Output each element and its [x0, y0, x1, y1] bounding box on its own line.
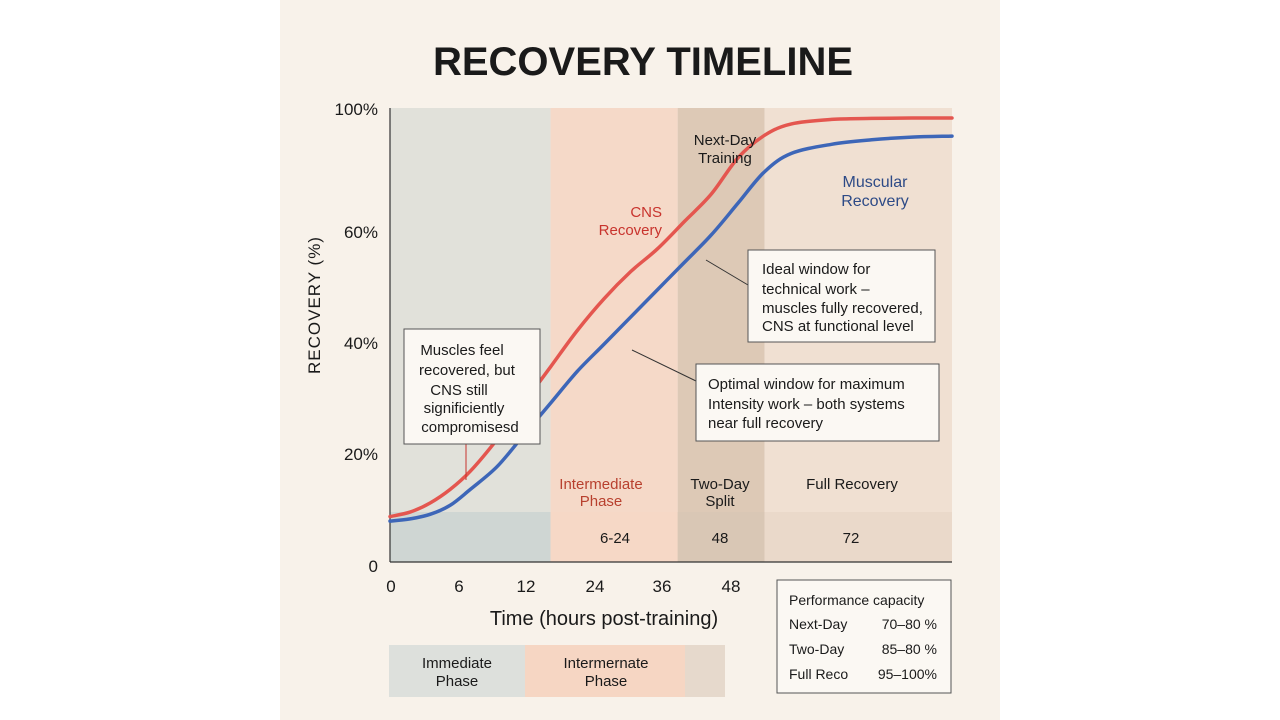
chart-title: RECOVERY TIMELINE — [433, 40, 853, 84]
legend-intermediate-line-1: Intermernate — [563, 655, 648, 672]
y-tick-0: 0 — [369, 557, 378, 576]
annotation-3-line-3: near full recovery — [708, 415, 824, 432]
y-tick-60: 60% — [344, 223, 378, 242]
intermediate-phase-label-1: Intermediate — [559, 476, 642, 493]
muscular-label-line-2: Recovery — [841, 193, 909, 210]
annotation-1-line-4: significiently — [424, 400, 505, 417]
annotation-1-line-1: Muscles feel — [420, 342, 503, 359]
annotation-optimal-window: Optimal window for maximum Intensity wor… — [631, 349, 940, 442]
x-axis-title: Time (hours post-training) — [490, 608, 718, 630]
cns-label-line-1: CNS — [630, 204, 662, 221]
cns-label-line-2: Recovery — [599, 222, 663, 239]
legend-intermediate-line-2: Phase — [585, 673, 628, 690]
y-tick-40: 40% — [344, 334, 378, 353]
annotation-2-line-2: technical work – — [762, 281, 870, 298]
annotation-1-line-3: CNS still — [430, 382, 488, 399]
perf-row-2-label: Two-Day — [789, 641, 844, 657]
x-tick-36: 36 — [653, 577, 672, 596]
legend-intermediate-swatch — [525, 645, 685, 697]
annotation-2-line-3: muscles fully recovered, — [762, 300, 923, 317]
band-value-two-day: 48 — [712, 530, 729, 547]
phase-band-intermediate — [550, 512, 678, 562]
perf-row-2-value: 85–80 % — [882, 641, 937, 657]
two-day-label-2: Split — [705, 493, 735, 510]
y-tick-20: 20% — [344, 445, 378, 464]
perf-row-1-label: Next-Day — [789, 616, 847, 632]
phase-legend: Immediate Phase Intermernate Phase — [389, 645, 725, 697]
full-recovery-label: Full Recovery — [806, 476, 898, 493]
perf-row-1-value: 70–80 % — [882, 616, 937, 632]
annotation-2-line-1: Ideal window for — [762, 261, 870, 278]
annotation-1-line-2: recovered, but — [419, 362, 516, 379]
perf-row-3-value: 95–100% — [878, 666, 937, 682]
next-day-label-line-2: Training — [698, 150, 752, 167]
two-day-label-1: Two-Day — [690, 476, 750, 493]
annotation-2-line-4: CNS at functional level — [762, 318, 914, 335]
annotation-3-line-1: Optimal window for maximum — [708, 376, 905, 393]
x-tick-24: 24 — [586, 577, 605, 596]
perf-row-3-label: Full Reco — [789, 666, 848, 682]
y-axis-title: RECOVERY (%) — [305, 236, 324, 374]
annotation-muscles-feel: Muscles feel recovered, but CNS still si… — [403, 328, 541, 480]
x-tick-12: 12 — [517, 577, 536, 596]
muscular-label-line-1: Muscular — [843, 174, 909, 191]
x-tick-0: 0 — [386, 577, 395, 596]
performance-capacity-box: Performance capacity Next-Day 70–80 % Tw… — [776, 579, 952, 694]
annotation-3-line-2: Intensity work – both systems — [708, 396, 905, 413]
phase-band-two-day — [677, 512, 765, 562]
intermediate-phase-label-2: Phase — [580, 493, 623, 510]
y-tick-100: 100% — [335, 100, 378, 119]
legend-immediate-line-1: Immediate — [422, 655, 492, 672]
muscular-recovery-line — [388, 134, 954, 523]
x-tick-48: 48 — [722, 577, 741, 596]
legend-immediate-swatch — [389, 645, 525, 697]
phase-band-full — [764, 512, 952, 562]
band-value-full: 72 — [843, 530, 860, 547]
phase-band-immediate — [390, 512, 551, 562]
annotation-ideal-window: Ideal window for technical work – muscle… — [705, 249, 936, 343]
annotation-1-line-5: compromisesd — [421, 419, 519, 436]
band-value-intermediate: 6-24 — [600, 530, 630, 547]
legend-extra-swatch — [685, 645, 725, 697]
cns-recovery-line — [388, 116, 954, 519]
x-tick-6: 6 — [454, 577, 463, 596]
legend-immediate-line-2: Phase — [436, 673, 479, 690]
performance-title: Performance capacity — [789, 592, 924, 608]
next-day-label-line-1: Next-Day — [694, 132, 757, 149]
